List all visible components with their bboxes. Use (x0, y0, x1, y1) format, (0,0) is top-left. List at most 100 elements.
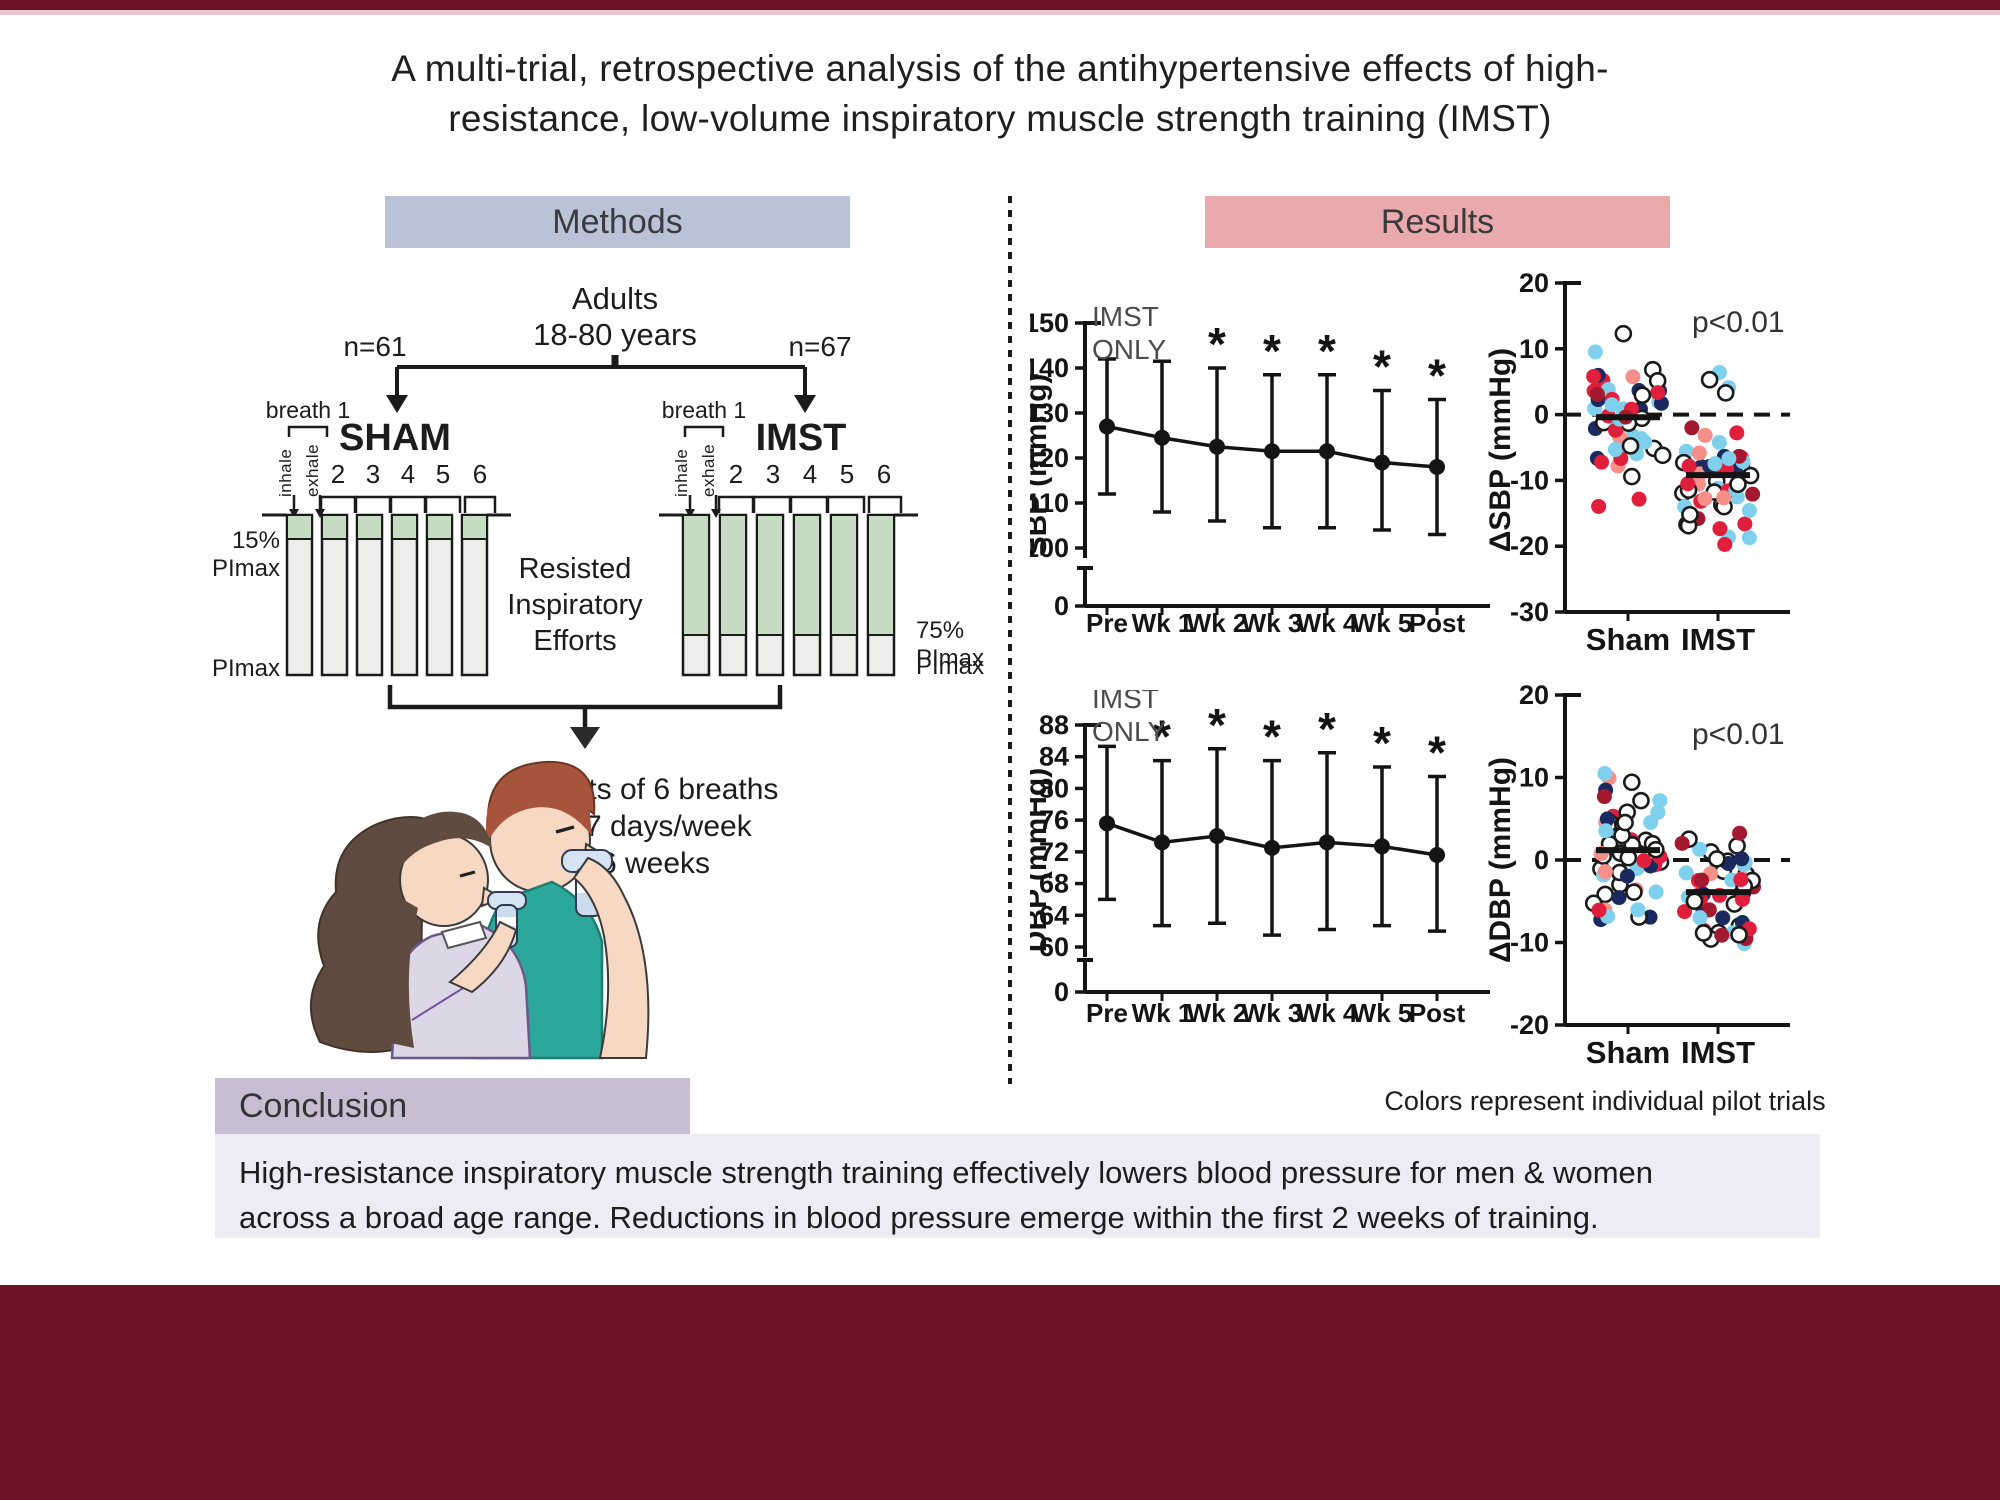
svg-text:IMST: IMST (1681, 622, 1755, 657)
imst-breath-2: 2 (728, 459, 744, 489)
svg-text:*: * (1373, 717, 1391, 769)
svg-text:150: 150 (1030, 308, 1069, 338)
svg-text:-10: -10 (1510, 465, 1549, 495)
svg-text:20: 20 (1519, 270, 1549, 298)
sham-breath1-label: breath 1 (265, 397, 351, 423)
svg-text:Pre: Pre (1086, 998, 1128, 1028)
results-color-note: Colors represent individual pilot trials (1384, 1086, 1826, 1116)
svg-text:ΔDBP (mmHg): ΔDBP (mmHg) (1484, 757, 1517, 963)
svg-text:Wk 4: Wk 4 (1297, 608, 1358, 638)
svg-text:60: 60 (1039, 932, 1069, 962)
imst-title: IMST (755, 417, 847, 459)
svg-text:Wk 4: Wk 4 (1297, 998, 1358, 1028)
sham-breath-2: 2 (330, 459, 346, 489)
svg-text:100: 100 (1030, 533, 1069, 563)
footer-band: JOURNAL OF APPLIED PHYSIOLOGY. © 2022 am… (0, 1285, 2000, 1500)
sham-top-pimax-label: 15% PImax (211, 527, 280, 582)
methods-header-label: Methods (552, 202, 683, 241)
conclusion-body: High-resistance inspiratory muscle stren… (215, 1134, 1820, 1238)
right-branch-arrowhead (794, 395, 816, 413)
methods-header: Methods (385, 196, 850, 248)
title-line-2: resistance, low-volume inspiratory muscl… (448, 98, 1552, 139)
svg-text:ONLY: ONLY (1092, 716, 1166, 747)
svg-text:Wk 3: Wk 3 (1242, 998, 1303, 1028)
top-accent-line (0, 10, 2000, 15)
conclusion-line-2: across a broad age range. Reductions in … (239, 1200, 1599, 1235)
svg-text:p<0.01: p<0.01 (1692, 306, 1785, 339)
results-header: Results (1205, 196, 1670, 248)
left-branch-arrowhead (386, 395, 408, 413)
imst-breath-4: 4 (802, 459, 818, 489)
population-line-1: Adults (571, 281, 659, 316)
svg-text:*: * (1428, 350, 1446, 402)
svg-text:-30: -30 (1510, 597, 1549, 627)
svg-text:*: * (1208, 318, 1226, 370)
svg-text:0: 0 (1534, 400, 1549, 430)
svg-text:*: * (1263, 711, 1281, 763)
population-line-2: 18-80 years (533, 317, 697, 352)
delta-dbp-swarm-chart: 20 10 0 -10 -20 ΔDBP (mmHg) Sham IMST p<0.01 (1484, 680, 1790, 1070)
svg-text:IMST: IMST (1681, 1035, 1755, 1070)
people-illustration (310, 760, 650, 1060)
svg-text:88: 88 (1039, 710, 1069, 740)
svg-text:SBP (mmHg): SBP (mmHg) (1030, 374, 1053, 557)
svg-text:0: 0 (1054, 977, 1069, 1007)
svg-text:-20: -20 (1510, 1010, 1549, 1040)
svg-text:Wk 2: Wk 2 (1187, 998, 1248, 1028)
imst-breath-brackets (717, 495, 903, 513)
svg-text:80: 80 (1039, 773, 1069, 803)
svg-text:-20: -20 (1510, 531, 1549, 561)
sham-title: SHAM (339, 417, 451, 459)
svg-text:DBP (mmHg): DBP (mmHg) (1030, 768, 1053, 952)
flowchart-graphics (262, 355, 918, 749)
svg-text:*: * (1373, 341, 1391, 393)
svg-text:IMST: IMST (1092, 690, 1159, 714)
section-divider (1008, 196, 1012, 1084)
svg-text:68: 68 (1039, 869, 1069, 899)
resisted-efforts-text: Resisted Inspiratory Efforts (507, 553, 643, 657)
svg-text:64: 64 (1039, 900, 1069, 930)
imst-breath1-label: breath 1 (661, 397, 747, 423)
svg-text:Wk 5: Wk 5 (1352, 998, 1413, 1028)
svg-text:Sham: Sham (1586, 1035, 1670, 1070)
conclusion-header-label: Conclusion (239, 1086, 408, 1125)
svg-text:ONLY: ONLY (1092, 334, 1166, 365)
svg-text:Pre: Pre (1086, 608, 1128, 638)
svg-text:76: 76 (1039, 805, 1069, 835)
delta-sbp-swarm-chart: 20 10 0 -10 -20 -30 ΔSBP (mmHg) Sham IMST p<0.01 (1484, 270, 1790, 657)
svg-text:84: 84 (1039, 742, 1069, 772)
imst-breath-3: 3 (765, 459, 781, 489)
svg-text:Post: Post (1409, 608, 1466, 638)
imst-breath-6: 6 (876, 459, 892, 489)
page-title: A multi-trial, retrospective analysis of… (0, 44, 2000, 144)
svg-text:110: 110 (1030, 488, 1069, 518)
conclusion-line-1: High-resistance inspiratory muscle stren… (239, 1155, 1653, 1190)
svg-text:*: * (1263, 325, 1281, 377)
sham-breath-4: 4 (400, 459, 416, 489)
svg-text:*: * (1318, 325, 1336, 377)
svg-text:Wk 2: Wk 2 (1187, 608, 1248, 638)
sham-inhale-label: inhale (276, 448, 295, 497)
imst-n-label: n=67 (788, 331, 852, 362)
svg-text:Wk 3: Wk 3 (1242, 608, 1303, 638)
conclusion-header: Conclusion (215, 1078, 690, 1134)
sham-breath-3: 3 (365, 459, 381, 489)
svg-text:Post: Post (1409, 998, 1466, 1028)
svg-text:10: 10 (1519, 334, 1549, 364)
title-line-1: A multi-trial, retrospective analysis of… (391, 48, 1609, 89)
svg-text:10: 10 (1519, 763, 1549, 793)
imst-bars (681, 513, 896, 677)
svg-text:0: 0 (1534, 845, 1549, 875)
imst-top-pimax-label: 75% PImax (916, 617, 985, 672)
svg-text:Wk 1: Wk 1 (1132, 608, 1193, 638)
svg-text:Wk 1: Wk 1 (1132, 998, 1193, 1028)
sham-n-label: n=61 (343, 331, 407, 362)
sham-bars (285, 513, 489, 677)
imst-breath-5: 5 (839, 459, 855, 489)
down-arrowhead (570, 727, 600, 749)
svg-text:Wk 5: Wk 5 (1352, 608, 1413, 638)
svg-text:p<0.01: p<0.01 (1692, 718, 1785, 751)
svg-text:130: 130 (1030, 398, 1069, 428)
